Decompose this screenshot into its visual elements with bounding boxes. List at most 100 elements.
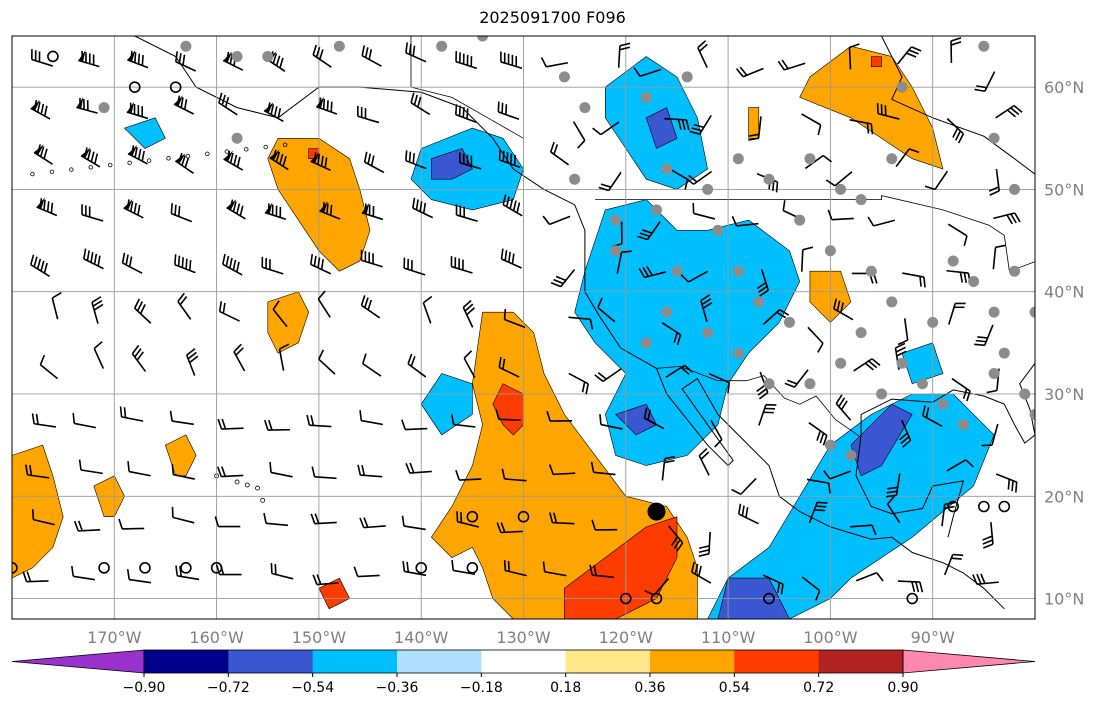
wind-barb bbox=[974, 324, 994, 347]
wind-barb bbox=[458, 152, 482, 170]
wind-barb-staff bbox=[74, 422, 97, 429]
field-layer bbox=[12, 45, 995, 619]
gray-station-dot bbox=[1019, 388, 1031, 400]
wind-barb-tick bbox=[592, 127, 602, 136]
wind-barb-tick bbox=[357, 464, 362, 476]
wind-barb-tick bbox=[31, 413, 35, 424]
wind-barb-tick bbox=[458, 105, 462, 117]
gray-station-dot bbox=[610, 214, 622, 226]
wind-barb-tick bbox=[731, 216, 738, 227]
aleutian-island bbox=[146, 158, 152, 163]
longitude-label: 90°W bbox=[911, 628, 955, 647]
wind-barb-tick bbox=[735, 68, 744, 78]
wind-barb-staff bbox=[895, 148, 910, 168]
wind-barb-tick bbox=[97, 255, 101, 267]
open-station-circle bbox=[763, 592, 775, 605]
wind-barb-tick bbox=[77, 520, 83, 531]
wind-barb bbox=[898, 419, 912, 448]
wind-barb-staff bbox=[318, 358, 336, 375]
gray-station-dot bbox=[763, 378, 775, 390]
wind-barb-tick bbox=[408, 151, 412, 163]
wind-barb bbox=[762, 308, 790, 325]
wind-barb bbox=[363, 151, 385, 174]
gray-station-dot bbox=[978, 40, 990, 52]
wind-barb-tick bbox=[955, 130, 962, 141]
wind-barb-tick bbox=[748, 137, 759, 141]
colorbar-extend-min bbox=[11, 649, 145, 674]
wind-barb bbox=[594, 368, 622, 383]
wind-barb bbox=[589, 564, 615, 579]
wind-barb-tick bbox=[51, 291, 62, 299]
wind-barb-tick bbox=[359, 410, 363, 421]
wind-barb-tick bbox=[597, 371, 607, 380]
wind-barb-tick bbox=[183, 99, 188, 110]
wind-barb-tick bbox=[505, 104, 508, 115]
wind-barb bbox=[51, 291, 62, 320]
wind-barb bbox=[737, 503, 759, 525]
wind-barb bbox=[30, 254, 50, 278]
colorbar-segment bbox=[734, 650, 820, 673]
wind-barb bbox=[410, 92, 431, 116]
wind-barb bbox=[756, 269, 770, 297]
wind-barb bbox=[708, 372, 731, 394]
wind-barb-staff bbox=[33, 518, 55, 526]
wind-barb bbox=[269, 149, 289, 171]
wind-barb-tick bbox=[233, 154, 238, 166]
colorbar-label: 0.36 bbox=[634, 680, 665, 696]
wind-barb-tick bbox=[498, 149, 501, 160]
wind-barb-tick bbox=[886, 490, 898, 494]
wind-barb bbox=[691, 561, 712, 584]
aleutian-island bbox=[30, 171, 35, 177]
wind-barb-tick bbox=[502, 194, 507, 205]
wind-barb-tick bbox=[731, 488, 742, 495]
gray-station-dot bbox=[824, 245, 836, 257]
wind-barb-tick bbox=[548, 464, 554, 475]
colorbar-label: 0.54 bbox=[719, 680, 750, 696]
wind-barb-tick bbox=[923, 276, 926, 288]
wind-barb bbox=[500, 248, 522, 269]
colorbar-segment bbox=[650, 650, 735, 673]
wind-barb-tick bbox=[745, 507, 749, 518]
gray-station-dot bbox=[824, 439, 836, 451]
wind-barb bbox=[119, 406, 144, 422]
wind-barb-tick bbox=[542, 561, 546, 572]
wind-barb-tick bbox=[700, 451, 710, 460]
wind-barb-tick bbox=[130, 145, 135, 156]
gray-station-dot bbox=[650, 204, 662, 216]
wind-barb-staff bbox=[653, 577, 670, 596]
wind-barb-tick bbox=[187, 351, 197, 360]
wind-barb-tick bbox=[402, 561, 406, 572]
black-marker-dot bbox=[647, 502, 666, 521]
wind-barb bbox=[401, 419, 428, 431]
wind-barb-tick bbox=[982, 535, 993, 541]
wind-barb-tick bbox=[501, 102, 504, 114]
wind-barb-tick bbox=[835, 394, 843, 404]
wind-barb-tick bbox=[621, 250, 633, 254]
wind-barb bbox=[502, 194, 523, 217]
wind-barb bbox=[572, 121, 586, 149]
wind-barb-tick bbox=[222, 302, 226, 314]
wind-barb-tick bbox=[279, 153, 284, 165]
wind-barb bbox=[133, 298, 152, 324]
wind-barb-tick bbox=[450, 413, 455, 425]
gray-station-dot bbox=[333, 40, 345, 52]
wind-barb bbox=[359, 410, 384, 426]
wind-barb-tick bbox=[312, 44, 318, 56]
wind-barb bbox=[598, 171, 622, 192]
longitude-label: 150°W bbox=[292, 628, 347, 647]
wind-barb-tick bbox=[988, 186, 1000, 192]
gray-station-dot bbox=[477, 36, 489, 42]
chart-title: 2025091700 F096 bbox=[479, 8, 626, 27]
wind-barb-tick bbox=[33, 256, 38, 268]
wind-barb-tick bbox=[412, 197, 416, 209]
wind-barb bbox=[496, 522, 523, 534]
wind-barb-tick bbox=[664, 459, 675, 464]
wind-barb-tick bbox=[647, 409, 651, 421]
colorbar-label: −0.72 bbox=[207, 680, 250, 696]
wind-barb bbox=[661, 321, 682, 345]
wind-barb bbox=[807, 326, 824, 353]
wind-barb bbox=[71, 565, 96, 581]
wind-barb-tick bbox=[598, 186, 609, 192]
wind-barb-tick bbox=[39, 146, 45, 157]
wind-barb bbox=[597, 297, 616, 323]
